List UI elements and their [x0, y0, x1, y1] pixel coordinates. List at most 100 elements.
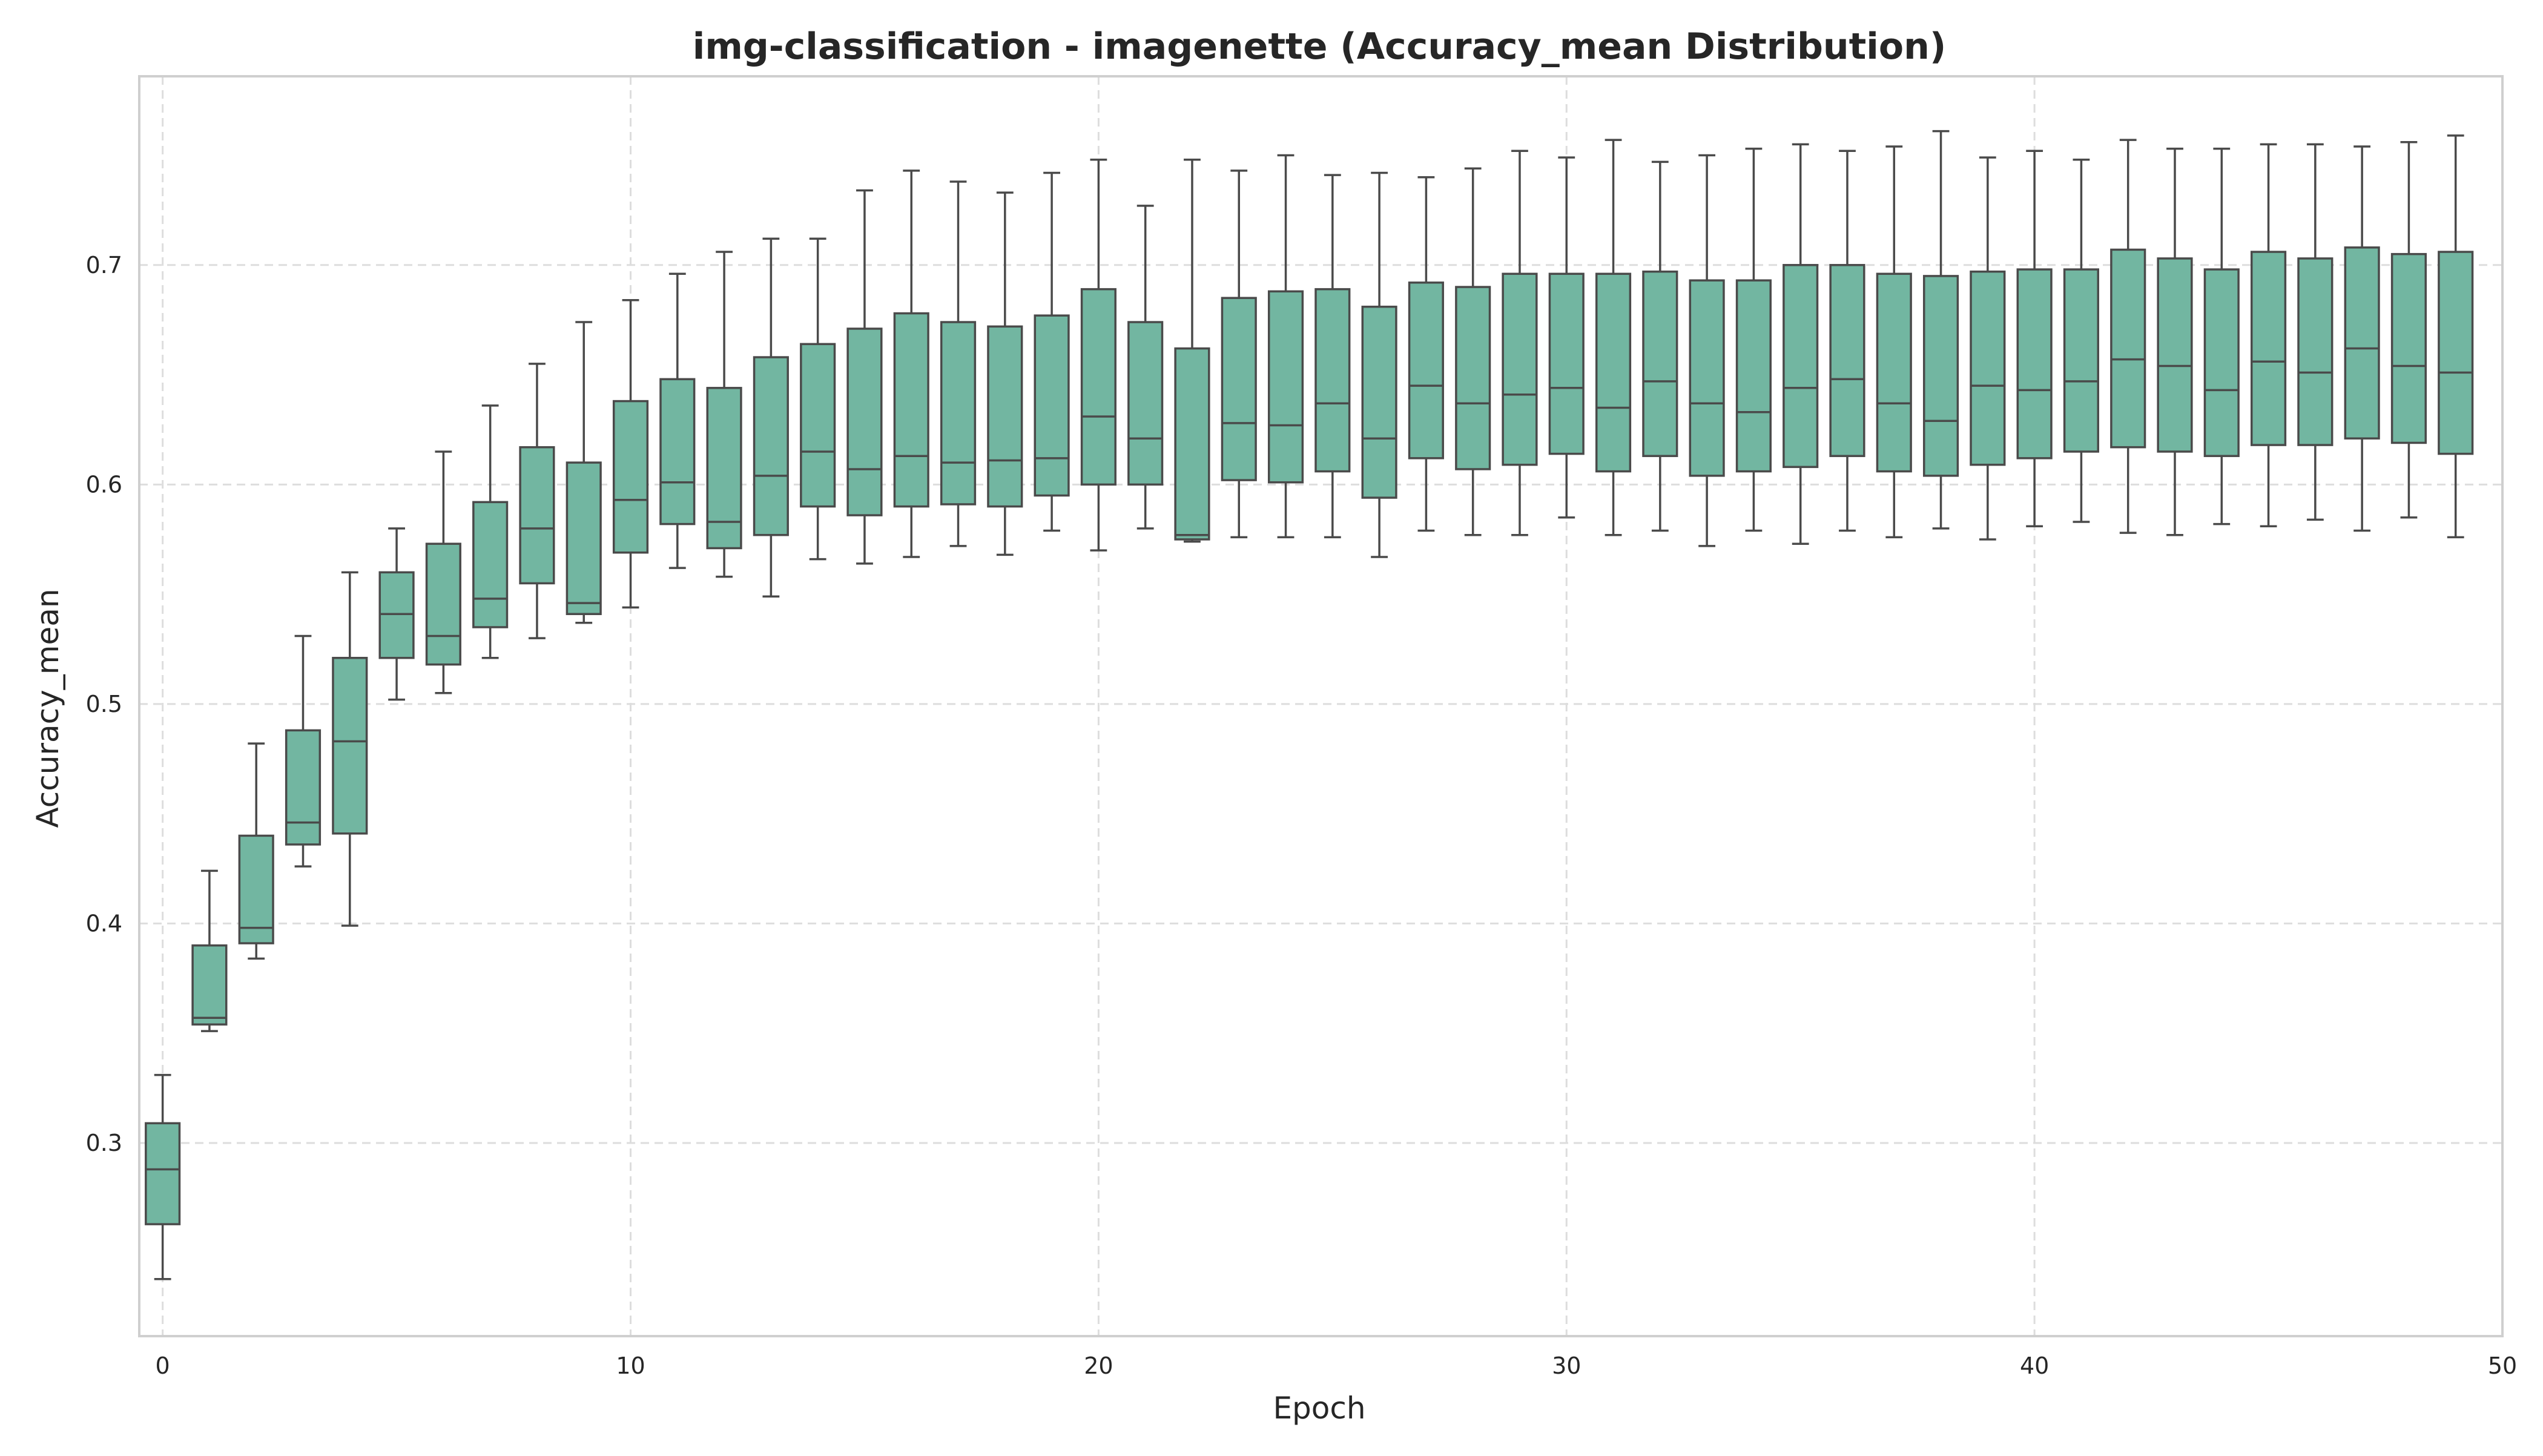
iqr-box — [1174, 347, 1210, 541]
box-epoch-31 — [1595, 139, 1632, 536]
box-epoch-32 — [1642, 160, 1678, 532]
iqr-box — [2016, 268, 2053, 460]
box-epoch-27 — [1408, 176, 1444, 532]
iqr-box — [1267, 290, 1304, 484]
iqr-box — [1642, 270, 1678, 457]
box-epoch-21 — [1127, 205, 1164, 530]
box-epoch-0 — [145, 1073, 181, 1280]
iqr-box — [659, 378, 696, 525]
iqr-box — [2157, 257, 2193, 453]
iqr-box — [1361, 305, 1397, 499]
box-epoch-26 — [1361, 171, 1397, 558]
iqr-box — [1080, 288, 1116, 486]
iqr-box — [1876, 272, 1912, 473]
iqr-box — [2344, 246, 2380, 440]
box-epoch-24 — [1267, 154, 1304, 539]
box-epoch-15 — [846, 189, 883, 565]
box-epoch-7 — [472, 404, 509, 659]
box-epoch-6 — [425, 450, 461, 694]
box-epoch-4 — [332, 571, 368, 927]
box-epoch-9 — [566, 321, 602, 624]
box-epoch-10 — [612, 299, 649, 609]
box-epoch-47 — [2344, 145, 2380, 532]
box-epoch-35 — [1783, 143, 1819, 545]
box-epoch-17 — [940, 180, 977, 547]
x-tick-label: 50 — [2488, 1352, 2517, 1379]
iqr-box — [1408, 282, 1444, 460]
box-epoch-40 — [2016, 150, 2053, 527]
box-epoch-29 — [1502, 150, 1538, 536]
iqr-box — [1783, 264, 1819, 469]
plot-frame — [138, 75, 2504, 1337]
y-tick-label: 0.6 — [86, 471, 122, 498]
iqr-box — [2390, 252, 2427, 444]
iqr-box — [1221, 297, 1257, 481]
iqr-box — [893, 312, 929, 508]
iqr-box — [2438, 251, 2474, 455]
iqr-box — [238, 834, 274, 944]
y-tick-label: 0.7 — [86, 252, 122, 278]
box-epoch-36 — [1829, 150, 1865, 532]
box-epoch-18 — [987, 191, 1023, 556]
y-axis-label: Accuracy_mean — [30, 588, 65, 828]
iqr-box — [800, 343, 836, 508]
box-epoch-41 — [2063, 159, 2099, 523]
iqr-box — [566, 461, 602, 615]
box-epoch-8 — [519, 363, 555, 639]
box-epoch-1 — [191, 869, 228, 1032]
iqr-box — [1127, 321, 1164, 486]
box-epoch-22 — [1174, 159, 1210, 543]
iqr-box — [1502, 272, 1538, 466]
iqr-box — [332, 656, 368, 835]
iqr-box — [1595, 272, 1632, 473]
box-epoch-42 — [2110, 139, 2146, 534]
x-tick-label: 40 — [2020, 1352, 2049, 1379]
box-epoch-14 — [800, 237, 836, 561]
iqr-box — [753, 356, 789, 536]
box-epoch-13 — [753, 237, 789, 598]
box-epoch-45 — [2250, 143, 2287, 527]
box-epoch-3 — [285, 634, 322, 868]
box-epoch-37 — [1876, 145, 1912, 539]
iqr-box — [706, 387, 742, 550]
x-tick-label: 20 — [1084, 1352, 1113, 1379]
x-tick-label: 10 — [616, 1352, 645, 1379]
iqr-box — [1548, 272, 1585, 455]
iqr-box — [425, 542, 461, 666]
tick-labels: 0.3 0.4 0.5 0.6 0.7 0 10 20 30 40 50 — [86, 252, 2518, 1379]
boxes — [145, 130, 2474, 1280]
x-tick-label: 0 — [156, 1352, 170, 1379]
iqr-box — [1034, 314, 1070, 497]
box-epoch-34 — [1735, 147, 1772, 532]
iqr-box — [2203, 268, 2240, 457]
box-epoch-43 — [2157, 147, 2193, 536]
iqr-box — [612, 400, 649, 554]
iqr-box — [2063, 268, 2099, 453]
iqr-box — [1689, 279, 1725, 477]
iqr-box — [940, 321, 977, 506]
iqr-box — [1735, 279, 1772, 473]
iqr-box — [472, 501, 509, 628]
box-epoch-23 — [1221, 170, 1257, 539]
box-epoch-46 — [2297, 143, 2334, 521]
iqr-box — [1314, 288, 1351, 473]
box-epoch-11 — [659, 272, 696, 569]
box-epoch-12 — [706, 251, 742, 578]
iqr-box — [987, 325, 1023, 508]
iqr-box — [519, 446, 555, 585]
box-epoch-2 — [238, 742, 274, 960]
box-epoch-28 — [1455, 167, 1491, 536]
iqr-box — [2297, 257, 2334, 446]
iqr-box — [2250, 251, 2287, 446]
box-epoch-48 — [2390, 141, 2427, 519]
iqr-box — [846, 328, 883, 516]
box-epoch-38 — [1922, 130, 1959, 530]
box-epoch-20 — [1080, 159, 1116, 552]
iqr-box — [1922, 275, 1959, 477]
iqr-box — [285, 729, 322, 846]
iqr-box — [1829, 264, 1865, 457]
y-tick-label: 0.5 — [86, 691, 122, 717]
